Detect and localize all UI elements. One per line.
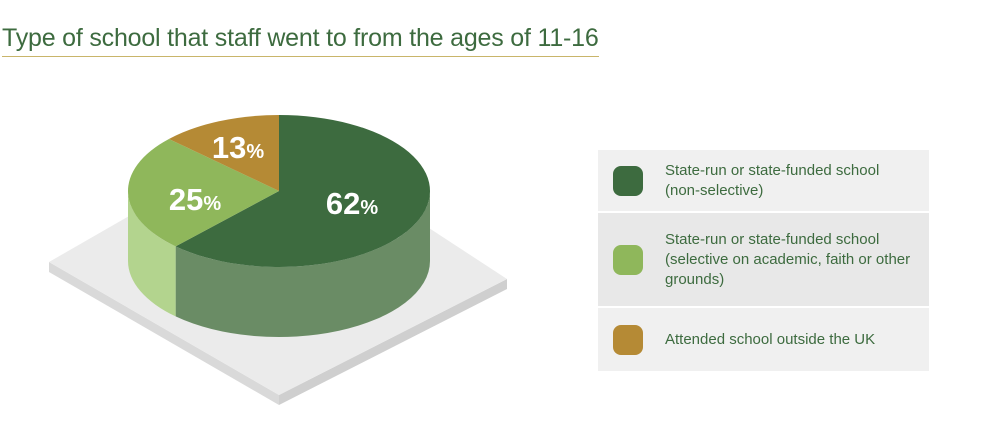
legend-label: Attended school outside the UK — [665, 330, 876, 348]
legend-label: State-run or state-funded school (non-se… — [665, 161, 880, 199]
slice-label-3: 13% — [212, 130, 264, 165]
legend-swatch — [613, 165, 643, 196]
base-platform-side-right — [279, 279, 507, 405]
slice-label-2: 25% — [169, 182, 221, 217]
slice-side-1 — [175, 191, 430, 337]
slice-label-unit: % — [360, 197, 378, 219]
slice-2 — [128, 138, 279, 247]
legend-swatch — [613, 324, 643, 355]
legend-item-2: State-run or state-funded school (select… — [598, 213, 929, 308]
slice-3 — [168, 115, 279, 191]
slice-label-unit: % — [203, 193, 221, 215]
slice-label-value: 25 — [169, 182, 203, 217]
legend-item-1: State-run or state-funded school (non-se… — [598, 150, 929, 213]
legend-item-3: Attended school outside the UK — [598, 308, 929, 373]
base-platform-side-left — [49, 262, 279, 405]
legend-swatch — [613, 244, 643, 275]
slice-label-1: 62% — [326, 186, 378, 221]
slice-label-unit: % — [246, 141, 264, 163]
pie-chart: 62%25%13% — [49, 115, 507, 405]
slice-label-value: 13 — [212, 130, 246, 165]
chart-title: Type of school that staff went to from t… — [2, 24, 599, 57]
slice-side-2 — [128, 191, 176, 317]
legend: State-run or state-funded school (non-se… — [598, 150, 929, 373]
slice-label-value: 62 — [326, 186, 360, 221]
legend-label: State-run or state-funded school (select… — [665, 230, 911, 288]
slice-1 — [175, 115, 430, 267]
